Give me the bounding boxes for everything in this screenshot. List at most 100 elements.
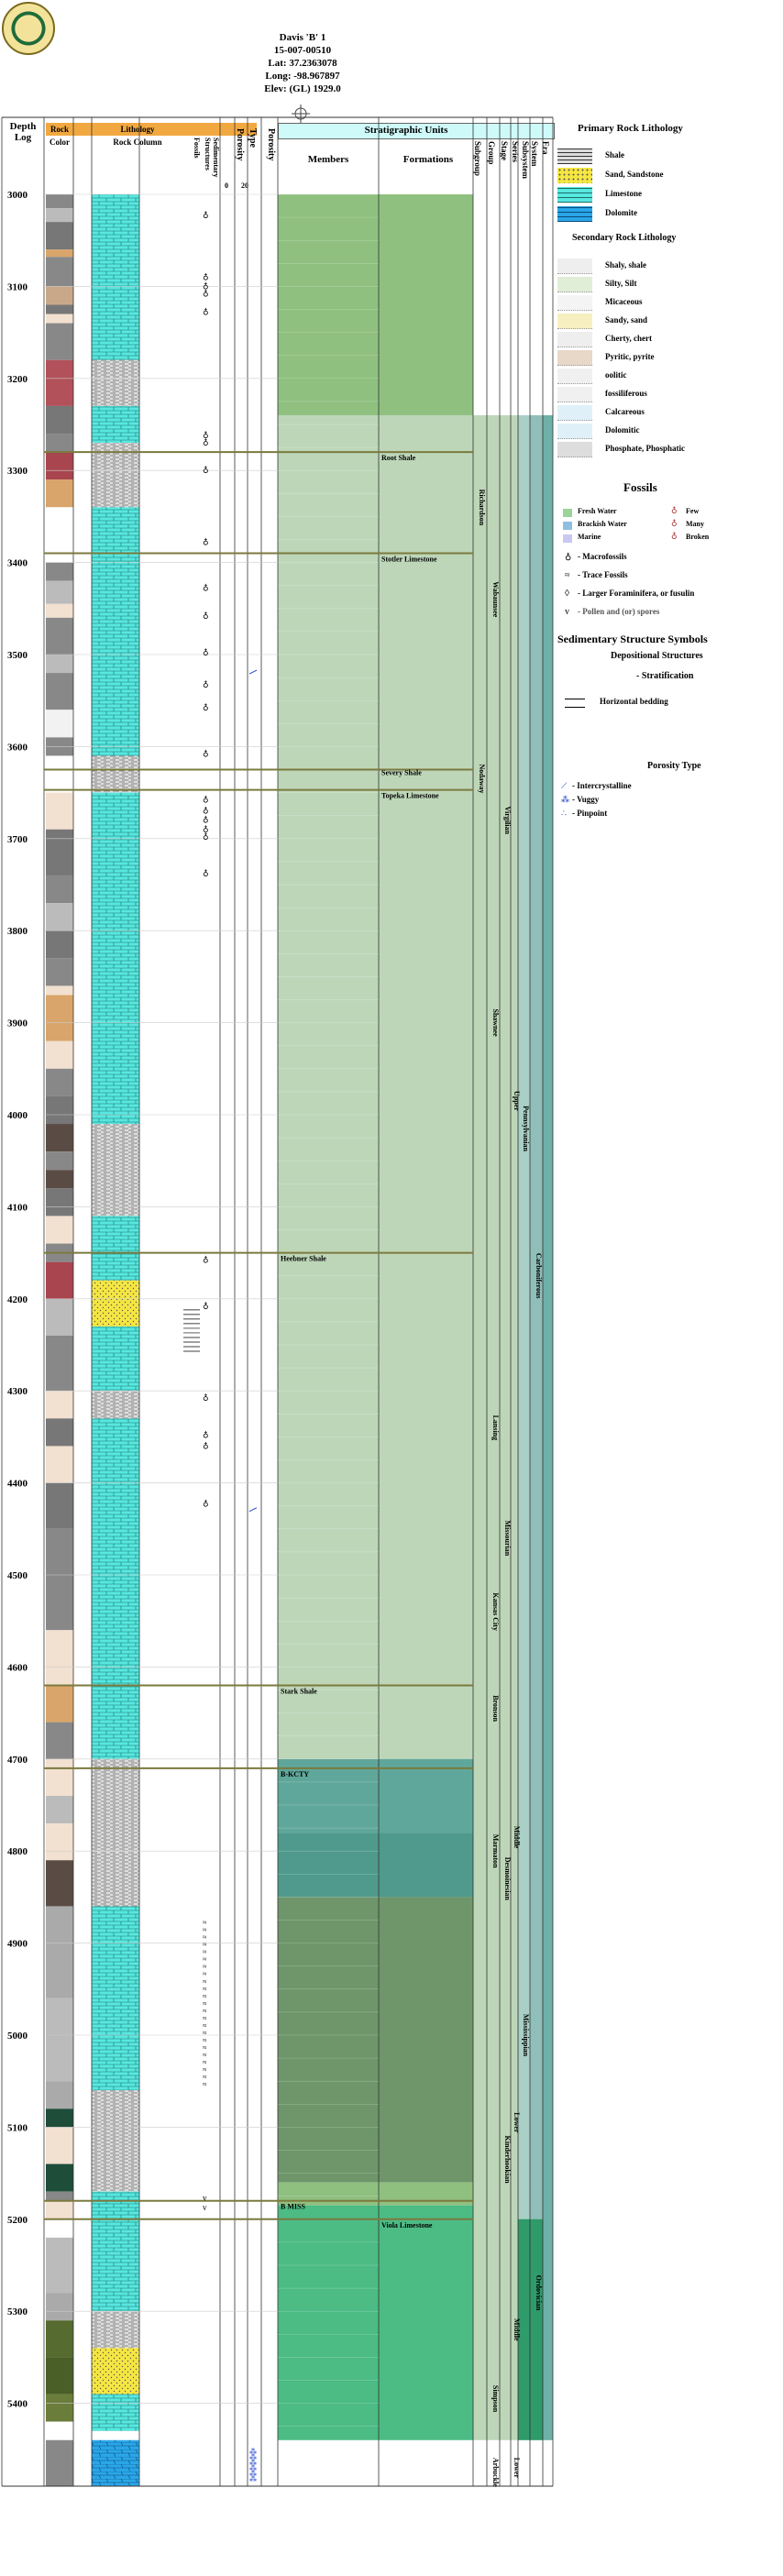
rock-color-interval — [46, 1261, 73, 1299]
member-label: Topeka Limestone — [381, 792, 439, 800]
depth-label: 3900 — [7, 1018, 28, 1029]
secondary-lithology-label: oolitic — [605, 370, 627, 380]
rock-color-interval — [46, 1998, 73, 2082]
rock-color-interval — [46, 1216, 73, 1244]
formation-vertical-label: Shawnee — [491, 1008, 500, 1037]
fossils-header: Fossils — [193, 138, 201, 159]
strat-unit-band — [278, 194, 473, 415]
legend-horizontal-bedding: Horizontal bedding — [600, 697, 668, 706]
legend-primary-title: Primary Rock Lithology — [578, 123, 683, 134]
secondary-lithology-swatch — [557, 277, 592, 292]
rock-color-interval — [46, 1124, 73, 1152]
lithology-interval — [92, 1280, 139, 1327]
strat-units-header: Stratigraphic Units — [364, 125, 448, 136]
rock-color-interval — [46, 1391, 73, 1419]
navigation-cross-icon[interactable] — [292, 105, 310, 123]
depth-label: 4300 — [7, 1386, 28, 1397]
series-header: Series — [511, 141, 520, 162]
fossil-cluster-symbol: ≈ — [203, 2036, 207, 2044]
fossil-cluster-symbol: ≈ — [203, 1977, 207, 1986]
fossil-cluster-symbol: ≈ — [203, 1955, 207, 1964]
rock-color-interval — [46, 1685, 73, 1723]
fossil-abundance-icon: ♁ — [671, 518, 678, 527]
rock-color-interval — [46, 434, 73, 453]
fossil-cluster-symbol: ≈ — [203, 2065, 207, 2074]
fossil-cluster-symbol: ≈ — [203, 1926, 207, 1934]
strat-unit-band — [278, 2182, 473, 2206]
lithology-interval — [92, 1326, 139, 1392]
rock-color-interval — [46, 359, 73, 406]
api-number: 15-007-00510 — [273, 45, 332, 56]
fossil-abundance-icon: ♁ — [671, 505, 678, 514]
vuggy-porosity-symbol: ⁂ — [249, 2448, 257, 2456]
formation-vertical-label: Middle — [513, 2318, 521, 2341]
macrofossil-symbol: ♁ — [203, 1255, 209, 1264]
stage-header: Stage — [500, 141, 509, 160]
secondary-lithology-label: Sandy, sand — [605, 315, 648, 325]
lithology-interval — [92, 2439, 139, 2486]
fossil-env-label: Marine — [578, 533, 601, 541]
strat-unit-band — [278, 2205, 473, 2440]
formation-vertical-label: Simpson — [491, 2385, 500, 2413]
depth-label: 5100 — [7, 2122, 28, 2133]
member-label: Heebner Shale — [281, 1255, 326, 1263]
formation-vertical-label: Bronson — [491, 1695, 500, 1722]
porosity-type-icon: ⟋ — [561, 781, 568, 790]
fossil-type-label: - Macrofossils — [578, 552, 627, 561]
rock-color-interval — [46, 2237, 73, 2294]
pollen-symbol: v — [203, 2194, 207, 2203]
rock-color-interval — [46, 249, 73, 258]
fossil-abundance-label: Many — [686, 520, 704, 528]
lithology-interval — [92, 1906, 139, 2091]
macrofossil-symbol: ♁ — [203, 583, 209, 592]
macrofossil-symbol: ♁ — [203, 1429, 209, 1438]
fossil-type-icon: ≈ — [565, 570, 570, 580]
secondary-lithology-label: Micaceous — [605, 297, 643, 306]
era-band — [543, 414, 553, 2440]
rock-color-interval — [46, 792, 73, 830]
lithology-interval — [92, 2191, 139, 2312]
vuggy-porosity-symbol: ⁂ — [249, 2470, 257, 2478]
primary-lithology-label: Shale — [605, 150, 625, 160]
rock-color-interval — [46, 562, 73, 581]
member-label: Viola Limestone — [381, 2221, 433, 2229]
rock-color-interval — [46, 2191, 73, 2201]
formation-vertical-label: Kansas City — [491, 1592, 500, 1631]
primary-lithology-label: Dolomite — [605, 208, 637, 217]
rock-color-interval — [46, 222, 73, 250]
fossil-cluster-symbol: ≈ — [203, 2051, 207, 2059]
rock-color-interval — [46, 2108, 73, 2128]
legend-strat-title: - Stratification — [636, 671, 694, 681]
strat-unit-band — [278, 1833, 473, 1898]
strat-unit-band — [278, 1758, 473, 1833]
fossil-cluster-symbol: ≈ — [203, 2029, 207, 2037]
latitude: Lat: 37.2363078 — [268, 58, 337, 69]
rock-color-interval — [46, 1151, 73, 1171]
lithology-header-bar — [92, 123, 257, 136]
rock-color-interval — [46, 2394, 73, 2422]
rock-color-interval — [46, 1482, 73, 1529]
lithology-interval — [92, 2348, 139, 2394]
macrofossil-symbol: ♁ — [203, 806, 209, 815]
formation-vertical-label: Wabaunsee — [491, 581, 500, 618]
lithology-interval — [92, 755, 139, 793]
formation-vertical-label: Desmoinesian — [503, 1857, 512, 1901]
formation-vertical-label: Lower — [513, 2112, 521, 2133]
rock-color-interval — [46, 452, 73, 480]
depth-label: 5200 — [7, 2215, 28, 2226]
macrofossil-symbol: ♁ — [203, 611, 209, 620]
porosity-scale-20: 20 — [241, 182, 248, 190]
rock-color-interval — [46, 603, 73, 618]
fossil-cluster-symbol: ≈ — [203, 1948, 207, 1956]
rock-color-interval — [46, 1188, 73, 1216]
rock-color-interval — [46, 673, 73, 710]
kgs-seal-logo — [2, 2, 55, 55]
primary-lithology-label: Sand, Sandstone — [605, 170, 664, 179]
rock-color-interval — [46, 875, 73, 904]
depth-label: 3000 — [7, 190, 28, 201]
rock-color-interval — [46, 1418, 73, 1447]
strat-unit-band — [278, 1897, 473, 2183]
depth-label: 4500 — [7, 1570, 28, 1581]
secondary-lithology-swatch — [557, 387, 592, 402]
rock-color-interval — [46, 580, 73, 604]
